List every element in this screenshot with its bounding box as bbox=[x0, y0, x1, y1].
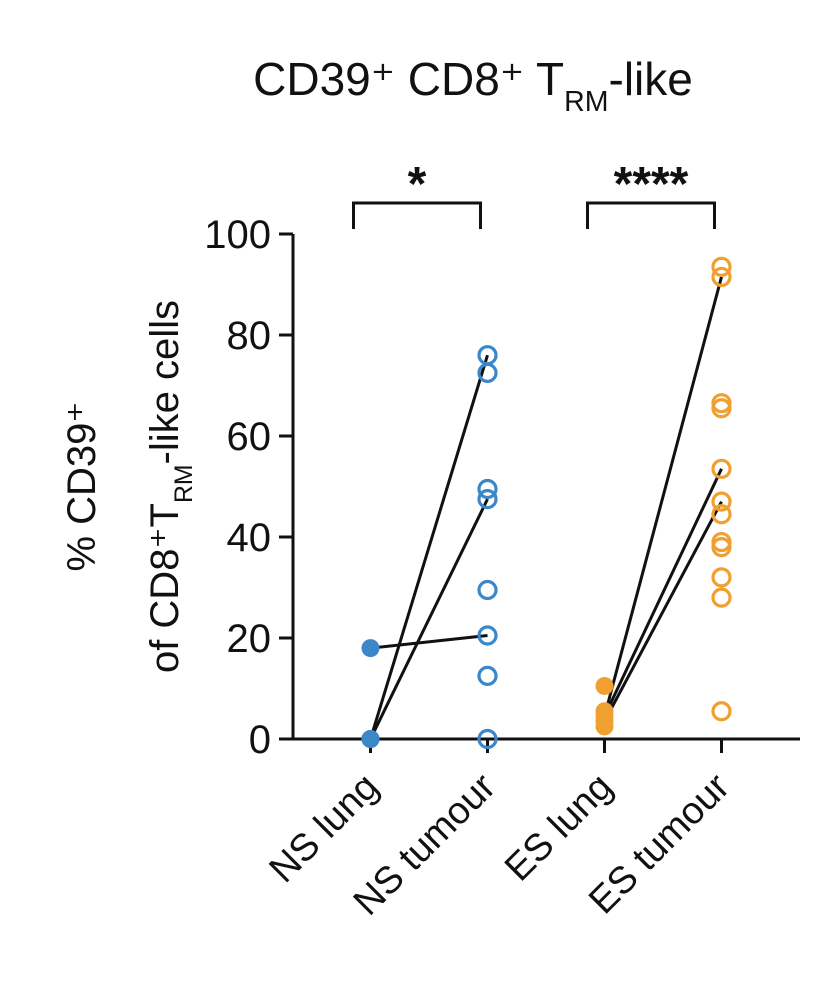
subscript: RM bbox=[171, 464, 198, 503]
pair-line bbox=[370, 633, 488, 650]
y-axis-label: of CD8⁺TRM-like cells bbox=[143, 300, 198, 673]
pair-line bbox=[369, 354, 489, 740]
y-axis-label: % CD39⁺ bbox=[60, 401, 104, 571]
text-part: -like bbox=[609, 53, 693, 105]
data-point bbox=[477, 728, 498, 750]
y-tick-label: 40 bbox=[227, 516, 272, 560]
pair-line bbox=[603, 276, 723, 717]
pair-line bbox=[603, 500, 723, 723]
data-point bbox=[361, 730, 380, 748]
data-point bbox=[711, 491, 732, 512]
y-tick-label: 60 bbox=[227, 415, 272, 459]
y-tick-label: 20 bbox=[227, 617, 272, 661]
significance-bracket bbox=[352, 201, 482, 229]
significance-label: **** bbox=[614, 158, 689, 211]
significance-bracket bbox=[586, 201, 716, 229]
data-point bbox=[477, 579, 498, 601]
data-point bbox=[711, 256, 732, 277]
data-point bbox=[595, 676, 614, 695]
y-tick-label: 0 bbox=[249, 718, 271, 762]
subscript: RM bbox=[564, 86, 608, 118]
text-part: -like cells bbox=[143, 300, 187, 464]
significance-label: * bbox=[408, 158, 427, 211]
data-point bbox=[477, 478, 498, 500]
y-tick-label: 80 bbox=[227, 314, 272, 358]
data-point bbox=[477, 665, 498, 686]
data-point bbox=[477, 489, 498, 510]
data-point bbox=[477, 362, 498, 383]
y-tick-label: 100 bbox=[204, 213, 271, 257]
text-part: CD39⁺ CD8⁺ T bbox=[253, 53, 564, 105]
data-point bbox=[711, 587, 732, 608]
data-point bbox=[711, 398, 732, 419]
pair-line bbox=[369, 498, 489, 740]
data-point bbox=[711, 701, 732, 722]
data-point bbox=[711, 458, 732, 479]
data-point bbox=[711, 504, 732, 525]
data-point bbox=[477, 625, 498, 646]
data-point bbox=[595, 717, 614, 736]
data-point bbox=[711, 536, 732, 558]
data-point bbox=[361, 639, 380, 658]
text-part: of CD8⁺T bbox=[143, 503, 187, 673]
text-part: % CD39⁺ bbox=[60, 401, 104, 571]
data-point bbox=[711, 266, 732, 288]
chart-title: CD39⁺ CD8⁺ TRM-like bbox=[253, 53, 693, 118]
data-point bbox=[711, 567, 732, 588]
pair-line bbox=[603, 468, 723, 717]
